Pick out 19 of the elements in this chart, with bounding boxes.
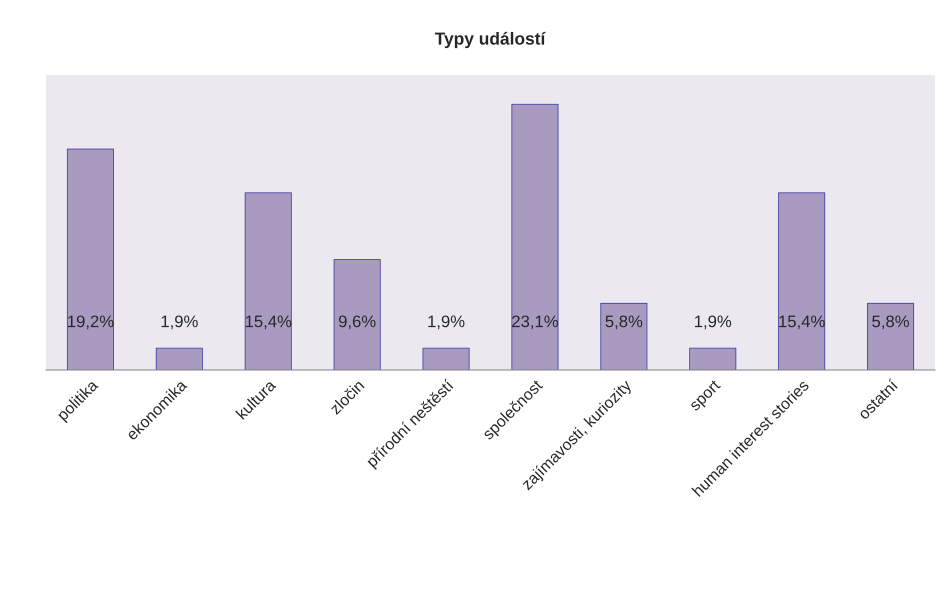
bar	[156, 348, 203, 370]
data-label: 5,8%	[872, 315, 909, 330]
chart-title: Typy událostí	[434, 32, 546, 48]
bar	[689, 348, 736, 370]
data-label: 23,1%	[512, 315, 558, 330]
bar	[511, 104, 558, 370]
data-label: 19,2%	[68, 315, 114, 330]
data-label: 5,8%	[606, 315, 642, 330]
bar	[422, 348, 470, 370]
bar	[66, 148, 114, 370]
bar	[867, 302, 914, 370]
bar	[600, 302, 648, 370]
data-label: 1,9%	[428, 315, 464, 330]
data-label: 1,9%	[162, 315, 198, 330]
bar	[778, 192, 826, 370]
data-label: 1,9%	[695, 315, 732, 330]
data-label: 9,6%	[338, 315, 376, 330]
bar	[334, 259, 381, 370]
bar	[244, 192, 292, 370]
